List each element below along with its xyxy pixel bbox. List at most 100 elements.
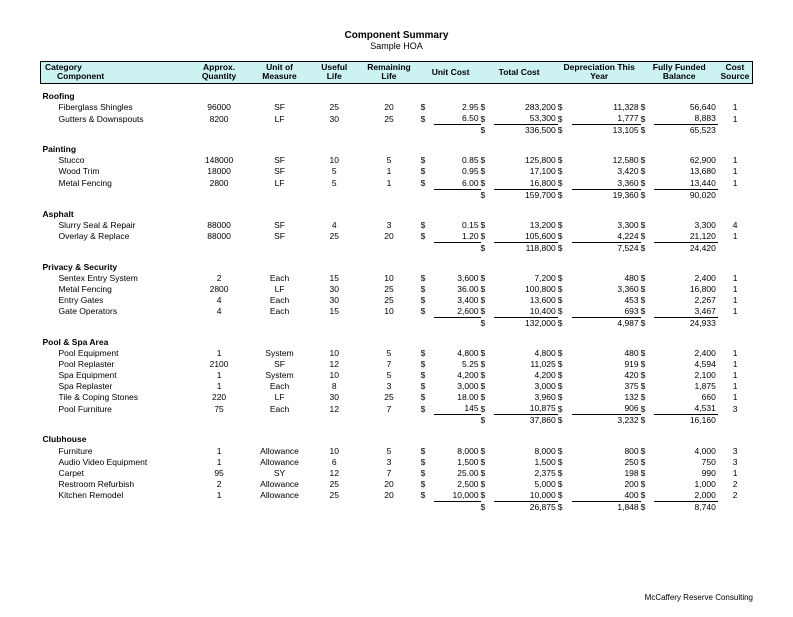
subtotal-tc: 336,500: [494, 125, 557, 137]
cell-cs: 1: [718, 273, 753, 284]
cell-ff: 3,467: [654, 306, 717, 318]
dollar-sign: $: [641, 359, 655, 370]
dollar-sign: $: [641, 155, 655, 166]
cell-ul: 10: [311, 370, 357, 381]
cell-uc: 3,600: [434, 273, 480, 284]
cell-qty: 1: [190, 370, 248, 381]
component-name: Metal Fencing: [41, 284, 191, 295]
dollar-sign: $: [558, 189, 572, 201]
cell-uom: LF: [248, 178, 311, 190]
cell-uom: SF: [248, 102, 311, 113]
cell-uom: Allowance: [248, 457, 311, 468]
dollar-sign: $: [641, 392, 655, 403]
cell-ff: 660: [654, 392, 717, 403]
cell-uom: Each: [248, 381, 311, 392]
dollar-sign: $: [481, 113, 495, 125]
cell-tc: 3,000: [494, 381, 557, 392]
table-row: Gate Operators4Each1510$2,600$10,400$693…: [41, 306, 753, 318]
dollar-sign: $: [558, 284, 572, 295]
cell-ul: 25: [311, 102, 357, 113]
cell-cs: 1: [718, 102, 753, 113]
subtotal-tc: 37,860: [494, 415, 557, 427]
cell-uom: Each: [248, 306, 311, 318]
subtotal-row: $26,875$1,848$8,740: [41, 501, 753, 513]
cell-uc: 1.20: [434, 231, 480, 243]
dollar-sign: $: [558, 501, 572, 513]
cell-qty: 18000: [190, 166, 248, 177]
cell-ul: 25: [311, 490, 357, 502]
cell-dep: 453: [572, 295, 641, 306]
cell-uom: LF: [248, 113, 311, 125]
cell-cs: 1: [718, 392, 753, 403]
dollar-sign: $: [558, 403, 572, 415]
cell-qty: 1: [190, 381, 248, 392]
subtotal-row: $132,000$4,987$24,933: [41, 318, 753, 330]
cell-qty: 96000: [190, 102, 248, 113]
dollar-sign: $: [481, 479, 495, 490]
cell-dep: 11,328: [572, 102, 641, 113]
cell-ul: 12: [311, 403, 357, 415]
cell-cs: 3: [718, 403, 753, 415]
cell-rl: 7: [357, 359, 420, 370]
table-row: Pool Replaster2100SF127$5.25$11,025$919$…: [41, 359, 753, 370]
cell-dep: 3,360: [572, 284, 641, 295]
cell-qty: 1: [190, 490, 248, 502]
cell-cs: 1: [718, 231, 753, 243]
cell-dep: 480: [572, 348, 641, 359]
cell-rl: 3: [357, 457, 420, 468]
subtotal-dep: 7,524: [572, 242, 641, 254]
dollar-sign: $: [421, 113, 435, 125]
dollar-sign: $: [641, 125, 655, 137]
cell-uc: 0.85: [434, 155, 480, 166]
cell-uc: 0.95: [434, 166, 480, 177]
dollar-sign: $: [481, 318, 495, 330]
dollar-sign: $: [641, 273, 655, 284]
cell-cs: 1: [718, 370, 753, 381]
cell-tc: 4,200: [494, 370, 557, 381]
cell-uom: Each: [248, 295, 311, 306]
cell-uc: 2.95: [434, 102, 480, 113]
cell-uom: SF: [248, 155, 311, 166]
subtotal-ff: 24,933: [654, 318, 717, 330]
cell-tc: 125,800: [494, 155, 557, 166]
table-row: Spa Replaster1Each83$3,000$3,000$375$1,8…: [41, 381, 753, 392]
dollar-sign: $: [481, 501, 495, 513]
subtotal-ff: 65,523: [654, 125, 717, 137]
dollar-sign: $: [641, 284, 655, 295]
cell-tc: 16,800: [494, 178, 557, 190]
cell-rl: 5: [357, 446, 420, 457]
dollar-sign: $: [481, 348, 495, 359]
dollar-sign: $: [641, 479, 655, 490]
dollar-sign: $: [421, 348, 435, 359]
category-row: Privacy & Security: [41, 262, 753, 273]
cell-cs: 1: [718, 295, 753, 306]
cell-rl: 25: [357, 295, 420, 306]
cell-ul: 15: [311, 306, 357, 318]
cell-cs: 1: [718, 113, 753, 125]
category-name: Clubhouse: [41, 434, 191, 445]
dollar-sign: $: [481, 242, 495, 254]
cell-dep: 800: [572, 446, 641, 457]
cell-qty: 2800: [190, 284, 248, 295]
dollar-sign: $: [481, 370, 495, 381]
dollar-sign: $: [641, 490, 655, 502]
dollar-sign: $: [641, 113, 655, 125]
table-row: Audio Video Equipment1Allowance63$1,500$…: [41, 457, 753, 468]
cell-uc: 10,000: [434, 490, 480, 502]
cell-tc: 11,025: [494, 359, 557, 370]
subtotal-tc: 159,700: [494, 189, 557, 201]
header-category: Category Component: [41, 62, 191, 84]
dollar-sign: $: [558, 113, 572, 125]
dollar-sign: $: [641, 468, 655, 479]
dollar-sign: $: [641, 348, 655, 359]
cell-qty: 1: [190, 457, 248, 468]
component-name: Pool Furniture: [41, 403, 191, 415]
cell-rl: 5: [357, 348, 420, 359]
cell-ff: 2,000: [654, 490, 717, 502]
dollar-sign: $: [481, 403, 495, 415]
cell-dep: 3,360: [572, 178, 641, 190]
cell-cs: 1: [718, 306, 753, 318]
header-cs: Cost Source: [718, 62, 753, 84]
cell-uc: 25.00: [434, 468, 480, 479]
cell-dep: 906: [572, 403, 641, 415]
